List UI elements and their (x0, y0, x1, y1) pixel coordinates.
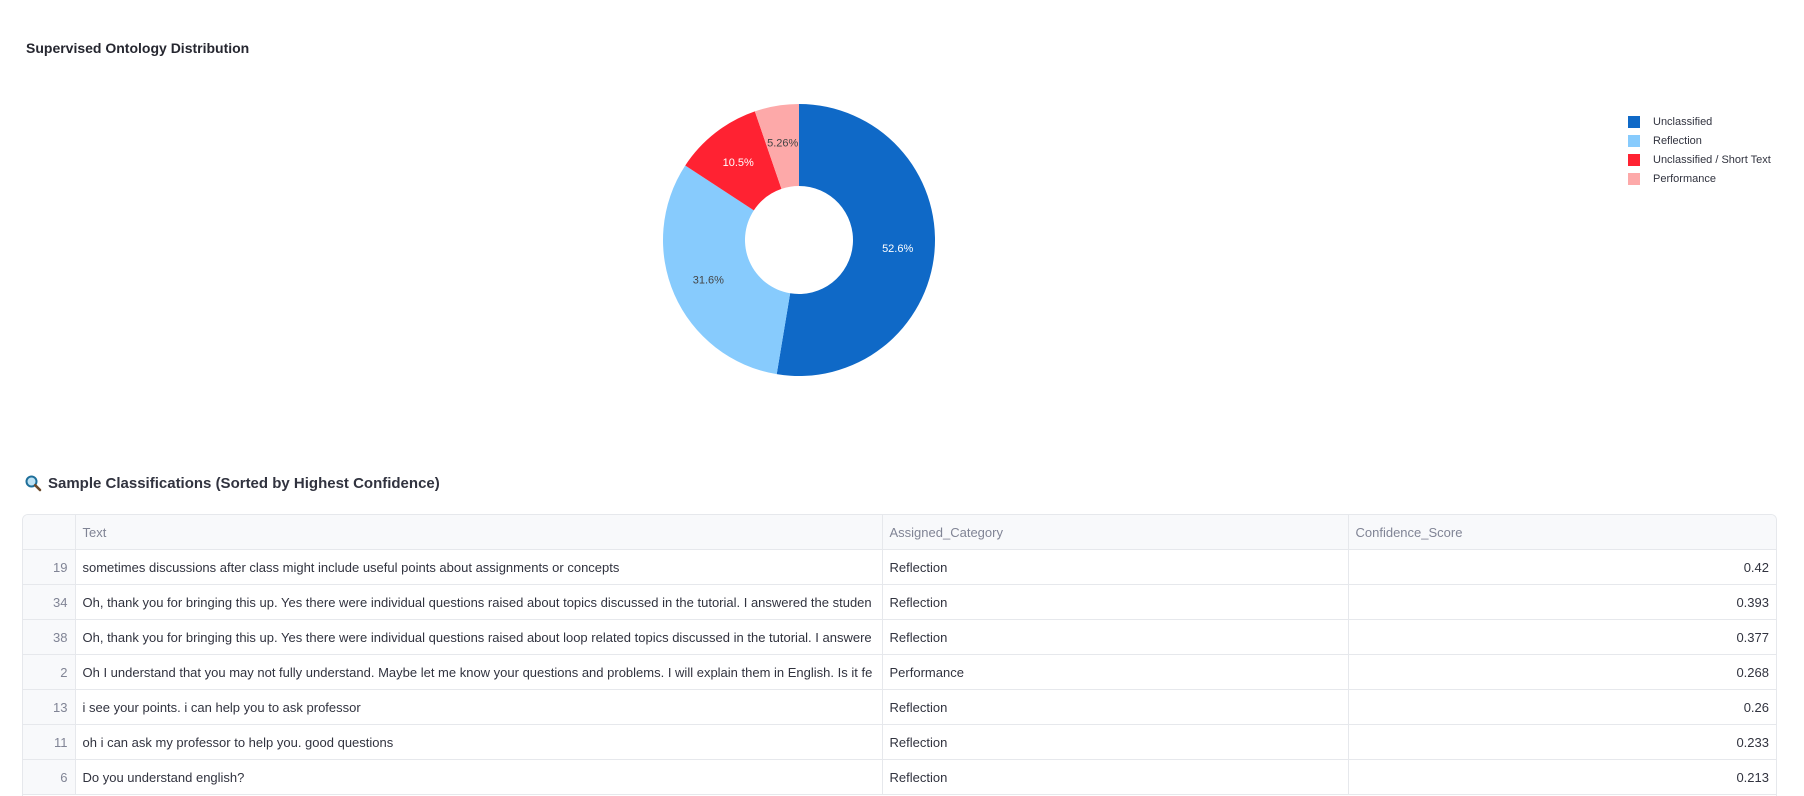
cell-category[interactable]: Reflection (882, 689, 1349, 725)
legend-label: Reflection (1653, 134, 1702, 147)
legend-label: Unclassified (1653, 115, 1713, 128)
cell-text[interactable]: Oh, thank you for bringing this up. Yes … (75, 584, 883, 620)
pie-slice-label: 52.6% (882, 243, 913, 255)
cell-category[interactable]: Reflection (882, 619, 1349, 655)
cell-category[interactable]: Performance (882, 654, 1349, 690)
cell-category[interactable]: Reflection (882, 759, 1349, 795)
cell-category[interactable]: Reflection (882, 584, 1349, 620)
table-row[interactable]: 6 Do you understand english? Reflection … (23, 759, 1776, 795)
legend-item[interactable]: Reflection (1628, 131, 1771, 150)
row-index: 6 (23, 759, 76, 795)
row-index: 38 (23, 619, 76, 655)
row-index: 11 (23, 724, 76, 760)
cell-score[interactable]: 0.233 (1348, 724, 1776, 760)
row-index: 34 (23, 584, 76, 620)
section-heading: Sample Classifications (Sorted by Highes… (24, 474, 440, 492)
legend-label: Unclassified / Short Text (1653, 153, 1771, 166)
row-index: 19 (23, 549, 76, 585)
legend-swatch (1628, 134, 1640, 147)
pie-slice-reflection[interactable] (663, 165, 791, 375)
row-index: 2 (23, 654, 76, 690)
cell-score[interactable]: 0.26 (1348, 689, 1776, 725)
table-row[interactable]: 34 Oh, thank you for bringing this up. Y… (23, 584, 1776, 620)
table-row[interactable]: 13 i see your points. i can help you to … (23, 689, 1776, 725)
header-index[interactable] (23, 515, 76, 550)
cell-score[interactable]: 0.42 (1348, 549, 1776, 585)
table-row[interactable]: 11 oh i can ask my professor to help you… (23, 724, 1776, 760)
cell-text[interactable]: i see your points. i can help you to ask… (75, 689, 883, 725)
cell-score[interactable]: 0.377 (1348, 619, 1776, 655)
table-row[interactable]: 2 Oh I understand that you may not fully… (23, 654, 1776, 690)
cell-score[interactable]: 0.268 (1348, 654, 1776, 690)
legend-swatch (1628, 115, 1640, 128)
header-text[interactable]: Text (75, 515, 883, 550)
pie-slice-performance[interactable] (754, 104, 799, 189)
cell-category[interactable]: Reflection (882, 724, 1349, 760)
table-header-row: Text Assigned_Category Confidence_Score (23, 515, 1776, 550)
legend-label: Performance (1653, 172, 1716, 185)
cell-text[interactable]: oh i can ask my professor to help you. g… (75, 724, 883, 760)
pie-slice-label: 10.5% (723, 157, 754, 169)
sample-table[interactable]: Text Assigned_Category Confidence_Score … (22, 514, 1777, 796)
magnifying-glass-icon (25, 475, 42, 492)
table-row[interactable]: 38 Oh, thank you for bringing this up. Y… (23, 619, 1776, 655)
row-index: 13 (23, 689, 76, 725)
legend-item[interactable]: Performance (1628, 169, 1771, 188)
pie-slice-label: 31.6% (693, 275, 724, 287)
cell-text[interactable]: Oh I understand that you may not fully u… (75, 654, 883, 690)
legend-item[interactable]: Unclassified (1628, 112, 1771, 131)
pie-slice-unclassified-short-text[interactable] (685, 111, 782, 211)
chart-legend: Unclassified Reflection Unclassified / Sho… (1628, 112, 1771, 188)
section-heading-text: Sample Classifications (Sorted by Highes… (48, 474, 440, 492)
legend-swatch (1628, 172, 1640, 185)
cell-text[interactable]: Oh, thank you for bringing this up. Yes … (75, 619, 883, 655)
cell-score[interactable]: 0.213 (1348, 759, 1776, 795)
cell-text[interactable]: Do you understand english? (75, 759, 883, 795)
header-assigned-category[interactable]: Assigned_Category (882, 515, 1349, 550)
cell-score[interactable]: 0.393 (1348, 584, 1776, 620)
cell-text[interactable]: sometimes discussions after class might … (75, 549, 883, 585)
header-confidence-score[interactable]: Confidence_Score (1348, 515, 1776, 550)
pie-slice-label: 5.26% (767, 137, 798, 149)
cell-category[interactable]: Reflection (882, 549, 1349, 585)
pie-slice-unclassified[interactable] (776, 104, 935, 376)
table-row[interactable]: 19 sometimes discussions after class mig… (23, 549, 1776, 585)
legend-swatch (1628, 153, 1640, 166)
donut-chart: 52.6% 31.6% 10.5% 5.26% (663, 104, 935, 376)
legend-item[interactable]: Unclassified / Short Text (1628, 150, 1771, 169)
chart-title: Supervised Ontology Distribution (26, 40, 250, 56)
